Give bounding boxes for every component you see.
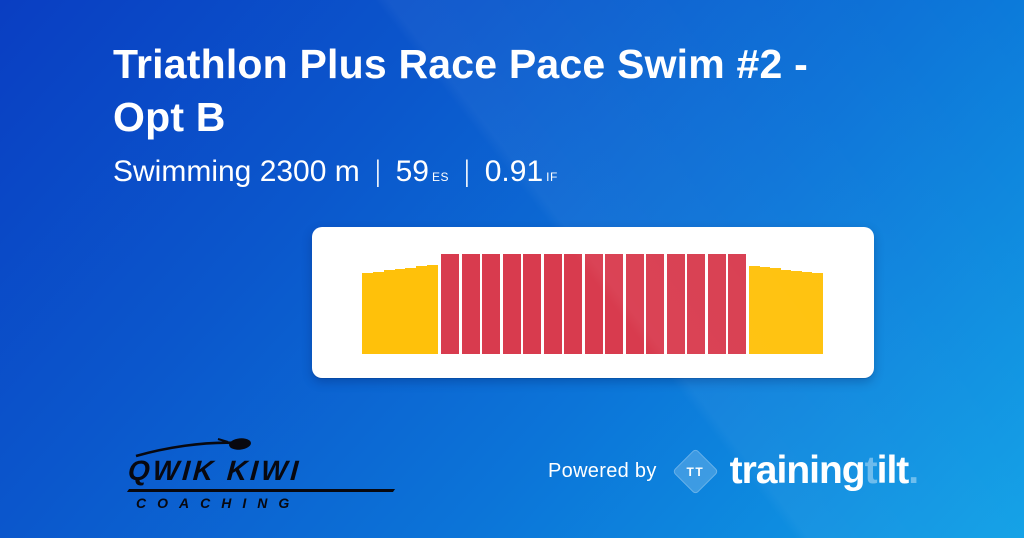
wordmark-part: training [729,449,866,492]
interval-bar [728,254,746,354]
interval-bar [441,254,459,354]
workout-chart-card [312,227,874,378]
interval-bar [707,254,726,354]
warmup-ramp-step [427,265,439,354]
workout-title: Triathlon Plus Race Pace Swim #2 - Opt B [113,38,933,144]
interval-bar [564,254,582,354]
wordmark-part-faded: t [864,449,878,492]
main-set [441,254,746,354]
warmup-ramp-step [394,269,406,354]
workout-title-line1: Triathlon Plus Race Pace Swim #2 - [113,41,808,87]
cooldown-ramp-step [780,269,792,354]
interval-bar [482,254,500,354]
subtitle-separator: | [374,155,381,188]
interval-bar [666,254,685,354]
warmup-ramp-step [405,267,417,354]
coach-logo-underline [126,489,396,492]
workout-profile-chart [362,254,824,354]
activity-distance: Swimming 2300 m [113,155,360,188]
cooldown-ramp-step [791,270,802,354]
interval-bar [523,254,541,354]
workout-title-line2: Opt B [113,94,226,140]
tt-monogram: TT [686,463,704,478]
cooldown-ramp-step [759,267,771,354]
interval-bar [584,254,603,354]
warmup-ramp-step [383,270,395,354]
wordmark-part: ilt [876,449,910,492]
cooldown-ramp-step [770,268,781,354]
interval-bar [646,254,664,354]
if-unit: IF [546,170,558,184]
subtitle-separator: | [464,155,470,188]
es-value: 59 [395,155,429,188]
qwik-kiwi-logo: QWIK KIWI COACHING [126,438,396,511]
interval-bar [687,254,705,354]
workout-subtitle: Swimming 2300 m | 59 ES | 0.91 IF [113,155,933,189]
warmup-ramp-step [372,271,384,354]
wordmark-part-faded: . [908,449,919,492]
powered-by-label: Powered by [548,459,657,482]
coach-logo-name: QWIK KIWI [126,455,303,486]
interval-bar [502,254,521,354]
warmup-ramp-step [416,266,428,354]
interval-bar [543,254,562,354]
cooldown-ramp-step [801,271,813,354]
kiwi-swoosh-icon [135,438,251,458]
cooldown-ramp-step [812,273,824,354]
warmup-ramp [362,254,439,354]
cooldown-ramp [749,254,824,354]
if-value: 0.91 [484,155,544,188]
interval-bar [625,254,644,354]
header: Triathlon Plus Race Pace Swim #2 - Opt B… [113,38,933,189]
coach-logo-subtext: COACHING [136,495,301,511]
warmup-ramp-step [362,273,373,354]
trainingtilt-wordmark: trainingtilt. [729,449,920,493]
cooldown-ramp-step [749,266,760,354]
interval-bar [605,254,623,354]
interval-bar [461,254,480,354]
powered-by-block: Powered by TT trainingtilt. [548,443,920,499]
es-unit: ES [431,170,449,184]
trainingtilt-diamond-icon: TT [671,447,719,495]
